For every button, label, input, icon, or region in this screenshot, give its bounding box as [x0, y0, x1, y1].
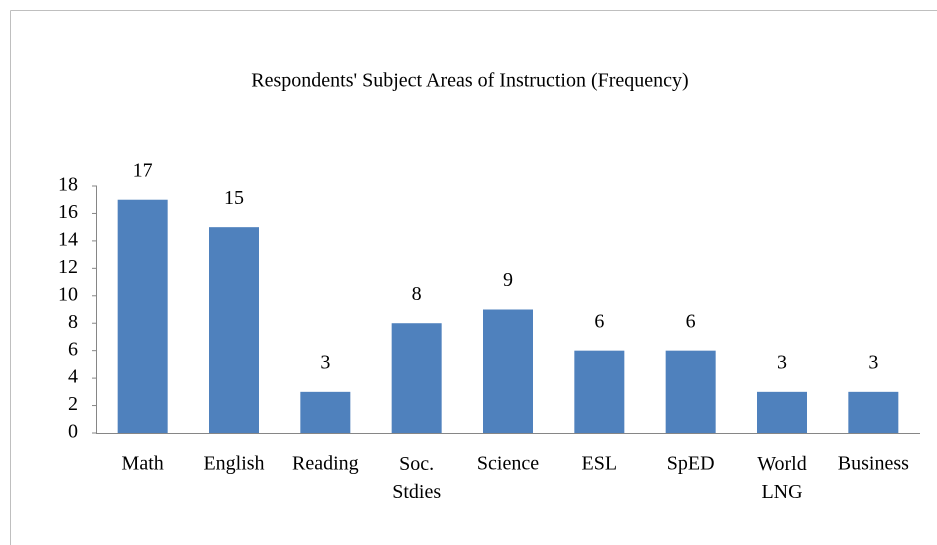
x-tick-label: World LNG — [757, 453, 807, 503]
y-tick-label: 8 — [68, 311, 78, 333]
y-tick-label: 0 — [68, 421, 78, 443]
x-tick-label: Business — [838, 453, 909, 475]
y-tick-label: 2 — [68, 393, 78, 415]
data-label: 3 — [868, 351, 878, 373]
data-label: 9 — [503, 269, 513, 291]
bar — [757, 391, 807, 433]
x-tick-label: Reading — [292, 453, 359, 475]
x-tick-label: Math — [122, 453, 164, 475]
x-tick-label: Soc. Stdies — [392, 453, 441, 503]
x-tick-label: Science — [477, 453, 539, 475]
data-label: 6 — [594, 310, 604, 332]
bar — [209, 227, 259, 433]
data-label: 17 — [133, 159, 153, 181]
bar — [300, 391, 351, 433]
x-tick-label: SpED — [667, 453, 715, 475]
bar — [574, 350, 625, 433]
bar — [665, 350, 716, 433]
y-tick-label: 18 — [58, 174, 78, 196]
data-label: 3 — [320, 351, 330, 373]
data-label: 8 — [412, 283, 422, 305]
y-tick-label: 10 — [58, 283, 78, 305]
data-label: 3 — [777, 351, 787, 373]
y-tick-label: 14 — [58, 228, 78, 250]
y-tick-label: 4 — [68, 366, 78, 388]
bar — [848, 391, 899, 433]
bar — [117, 199, 168, 433]
data-label: 15 — [224, 187, 244, 209]
y-tick-label: 6 — [68, 338, 78, 360]
bar — [391, 323, 442, 433]
bar — [483, 309, 533, 433]
y-tick-label: 12 — [58, 256, 78, 278]
x-tick-label: ESL — [582, 453, 618, 475]
data-label: 6 — [686, 310, 696, 332]
y-tick-label: 16 — [58, 201, 78, 223]
chart-title: Respondents' Subject Areas of Instructio… — [251, 70, 688, 92]
x-tick-label: English — [203, 453, 264, 475]
